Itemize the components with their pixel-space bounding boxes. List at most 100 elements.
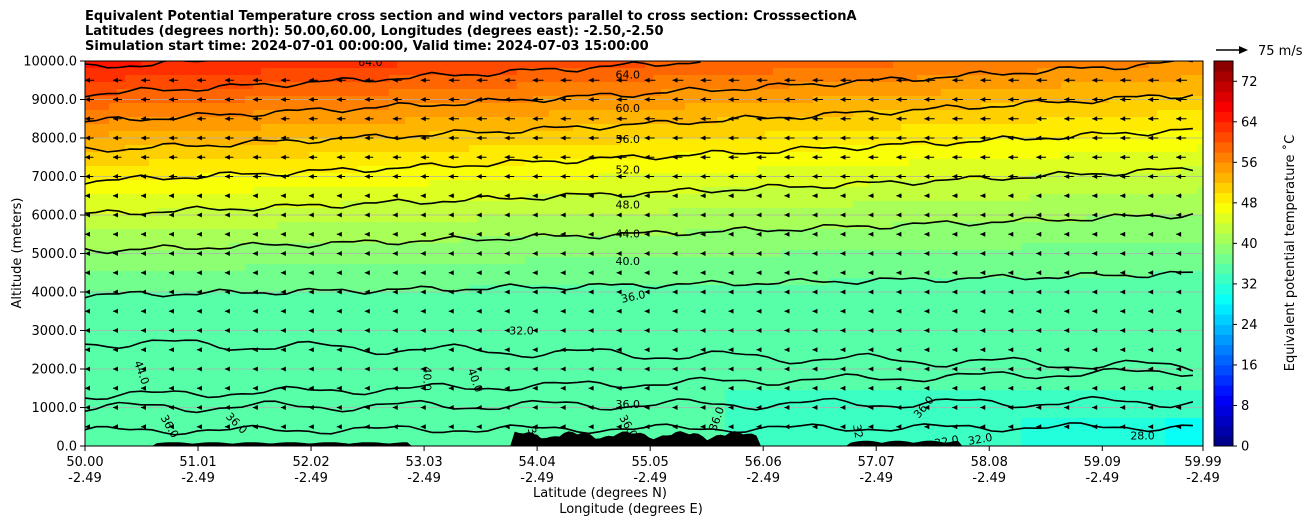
temperature-cell [749, 271, 758, 279]
temperature-cell [141, 166, 150, 174]
temperature-cell [349, 187, 358, 195]
temperature-cell [189, 355, 198, 363]
temperature-cell [805, 152, 814, 160]
temperature-cell [237, 138, 246, 146]
temperature-cell [245, 68, 254, 76]
temperature-cell [581, 138, 590, 146]
temperature-cell [637, 138, 646, 146]
temperature-cell [165, 285, 174, 293]
temperature-cell [461, 278, 470, 286]
temperature-cell [469, 117, 478, 125]
temperature-cell [189, 208, 198, 216]
temperature-cell [645, 369, 654, 377]
temperature-cell [717, 68, 726, 76]
temperature-cell [781, 180, 790, 188]
temperature-cell [765, 89, 774, 97]
temperature-cell [789, 355, 798, 363]
temperature-cell [773, 425, 782, 433]
temperature-cell [757, 418, 766, 426]
temperature-cell [693, 117, 702, 125]
temperature-cell [333, 187, 342, 195]
temperature-cell [397, 124, 406, 132]
temperature-cell [805, 215, 814, 223]
temperature-cell [485, 439, 494, 446]
temperature-cell [93, 439, 102, 446]
temperature-cell [437, 152, 446, 160]
temperature-cell [741, 103, 750, 111]
temperature-cell [173, 362, 182, 370]
temperature-cell [213, 418, 222, 426]
temperature-cell [229, 166, 238, 174]
temperature-cell [429, 271, 438, 279]
temperature-cell [605, 187, 614, 195]
temperature-cell [605, 306, 614, 314]
temperature-cell [405, 299, 414, 307]
temperature-cell [413, 271, 422, 279]
temperature-cell [581, 131, 590, 139]
temperature-cell [429, 229, 438, 237]
temperature-cell [485, 68, 494, 76]
temperature-cell [789, 390, 798, 398]
temperature-cell [125, 208, 134, 216]
temperature-cell [333, 138, 342, 146]
temperature-cell [349, 418, 358, 426]
temperature-cell [133, 61, 142, 69]
temperature-cell [605, 75, 614, 83]
temperature-cell [141, 432, 150, 440]
temperature-cell [525, 117, 534, 125]
temperature-cell [301, 229, 310, 237]
temperature-cell [165, 334, 174, 342]
temperature-cell [709, 208, 718, 216]
temperature-cell [653, 383, 662, 391]
temperature-cell [525, 194, 534, 202]
temperature-cell [181, 299, 190, 307]
temperature-cell [453, 61, 462, 69]
temperature-cell [629, 376, 638, 384]
temperature-cell [109, 376, 118, 384]
temperature-cell [701, 187, 710, 195]
temperature-cell [205, 117, 214, 125]
temperature-cell [581, 369, 590, 377]
temperature-cell [581, 425, 590, 433]
temperature-cell [509, 131, 518, 139]
temperature-cell [733, 194, 742, 202]
temperature-cell [93, 425, 102, 433]
temperature-cell [517, 229, 526, 237]
temperature-cell [525, 313, 534, 321]
temperature-cell [797, 103, 806, 111]
temperature-cell [437, 257, 446, 265]
temperature-cell [285, 397, 294, 405]
temperature-cell [661, 110, 670, 118]
temperature-cell [797, 89, 806, 97]
temperature-cell [757, 264, 766, 272]
temperature-cell [781, 61, 790, 69]
temperature-cell [237, 285, 246, 293]
temperature-cell [333, 341, 342, 349]
temperature-cell [797, 355, 806, 363]
temperature-cell [501, 292, 510, 300]
temperature-cell [149, 306, 158, 314]
temperature-cell [237, 180, 246, 188]
temperature-cell [749, 355, 758, 363]
temperature-cell [525, 355, 534, 363]
temperature-cell [501, 138, 510, 146]
temperature-cell [101, 313, 110, 321]
temperature-cell [677, 236, 686, 244]
temperature-cell [445, 439, 454, 446]
temperature-cell [157, 103, 166, 111]
temperature-cell [285, 299, 294, 307]
temperature-cell [389, 278, 398, 286]
temperature-cell [317, 355, 326, 363]
temperature-cell [197, 103, 206, 111]
temperature-cell [597, 320, 606, 328]
temperature-cell [189, 82, 198, 90]
temperature-cell [677, 425, 686, 433]
temperature-cell [501, 131, 510, 139]
temperature-cell [453, 264, 462, 272]
temperature-cell [397, 257, 406, 265]
temperature-cell [445, 89, 454, 97]
temperature-cell [557, 348, 566, 356]
temperature-cell [597, 201, 606, 209]
temperature-cell [413, 89, 422, 97]
temperature-cell [109, 306, 118, 314]
